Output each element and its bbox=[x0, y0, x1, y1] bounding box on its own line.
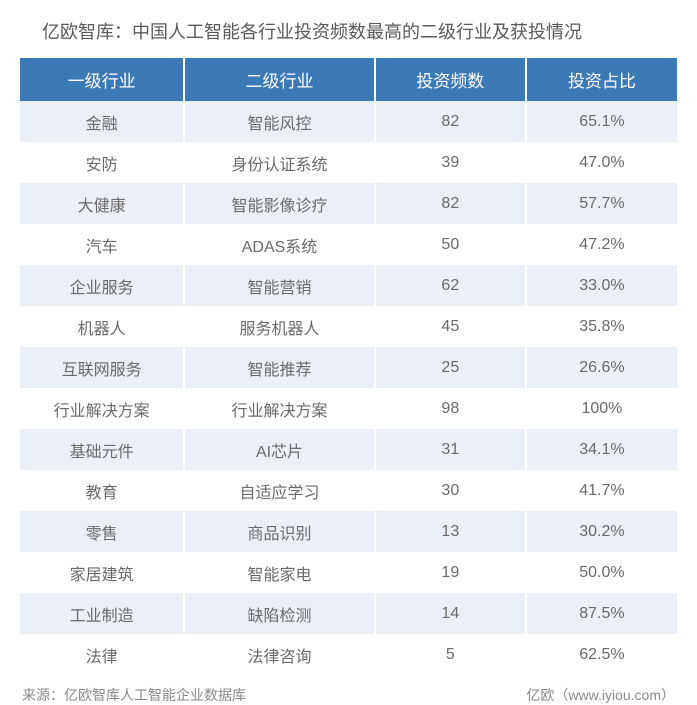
table-cell: 身份认证系统 bbox=[184, 142, 375, 183]
table-header-row: 一级行业 二级行业 投资频数 投资占比 bbox=[20, 58, 677, 101]
table-cell: 自适应学习 bbox=[184, 470, 375, 511]
table-row: 行业解决方案行业解决方案98100% bbox=[20, 388, 677, 429]
invest-table: 一级行业 二级行业 投资频数 投资占比 金融智能风控8265.1%安防身份认证系… bbox=[20, 58, 677, 675]
table-cell: 57.7% bbox=[526, 183, 677, 224]
table-cell: 金融 bbox=[20, 101, 184, 142]
table-cell: 安防 bbox=[20, 142, 184, 183]
table-row: 教育自适应学习3041.7% bbox=[20, 470, 677, 511]
table-cell: 服务机器人 bbox=[184, 306, 375, 347]
table-cell: 47.2% bbox=[526, 224, 677, 265]
table-cell: 65.1% bbox=[526, 101, 677, 142]
source-text: 来源：亿欧智库人工智能企业数据库 bbox=[22, 685, 246, 705]
table-cell: 33.0% bbox=[526, 265, 677, 306]
table-cell: 82 bbox=[375, 101, 526, 142]
table-row: 互联网服务智能推荐2526.6% bbox=[20, 347, 677, 388]
table-cell: 30.2% bbox=[526, 511, 677, 552]
footer: 来源：亿欧智库人工智能企业数据库 亿欧（www.iyiou.com） bbox=[20, 685, 677, 705]
table-cell: 机器人 bbox=[20, 306, 184, 347]
table-cell: 13 bbox=[375, 511, 526, 552]
table-cell: 行业解决方案 bbox=[20, 388, 184, 429]
table-row: 安防身份认证系统3947.0% bbox=[20, 142, 677, 183]
table-cell: 家居建筑 bbox=[20, 552, 184, 593]
table-cell: 行业解决方案 bbox=[184, 388, 375, 429]
table-cell: 98 bbox=[375, 388, 526, 429]
page-title: 亿欧智库：中国人工智能各行业投资频数最高的二级行业及获投情况 bbox=[20, 18, 677, 44]
table-cell: 缺陷检测 bbox=[184, 593, 375, 634]
col-header-share: 投资占比 bbox=[526, 58, 677, 101]
table-row: 企业服务智能营销6233.0% bbox=[20, 265, 677, 306]
table-cell: 智能营销 bbox=[184, 265, 375, 306]
table-cell: 互联网服务 bbox=[20, 347, 184, 388]
table-cell: AI芯片 bbox=[184, 429, 375, 470]
table-cell: 5 bbox=[375, 634, 526, 675]
table-cell: 智能推荐 bbox=[184, 347, 375, 388]
table-cell: 62.5% bbox=[526, 634, 677, 675]
table-cell: 87.5% bbox=[526, 593, 677, 634]
table-cell: 智能风控 bbox=[184, 101, 375, 142]
table-cell: 41.7% bbox=[526, 470, 677, 511]
table-cell: 31 bbox=[375, 429, 526, 470]
table-cell: 50.0% bbox=[526, 552, 677, 593]
table-cell: 35.8% bbox=[526, 306, 677, 347]
table-row: 金融智能风控8265.1% bbox=[20, 101, 677, 142]
table-cell: 45 bbox=[375, 306, 526, 347]
table-cell: 大健康 bbox=[20, 183, 184, 224]
table-row: 机器人服务机器人4535.8% bbox=[20, 306, 677, 347]
table-cell: 基础元件 bbox=[20, 429, 184, 470]
table-cell: ADAS系统 bbox=[184, 224, 375, 265]
table-cell: 39 bbox=[375, 142, 526, 183]
table-row: 零售商品识别1330.2% bbox=[20, 511, 677, 552]
table-cell: 企业服务 bbox=[20, 265, 184, 306]
table-cell: 工业制造 bbox=[20, 593, 184, 634]
table-row: 法律法律咨询562.5% bbox=[20, 634, 677, 675]
table-cell: 智能家电 bbox=[184, 552, 375, 593]
table-cell: 26.6% bbox=[526, 347, 677, 388]
table-cell: 100% bbox=[526, 388, 677, 429]
col-header-frequency: 投资频数 bbox=[375, 58, 526, 101]
brand-text: 亿欧（www.iyiou.com） bbox=[526, 685, 675, 705]
table-row: 大健康智能影像诊疗8257.7% bbox=[20, 183, 677, 224]
table-cell: 62 bbox=[375, 265, 526, 306]
table-cell: 智能影像诊疗 bbox=[184, 183, 375, 224]
table-cell: 50 bbox=[375, 224, 526, 265]
table-cell: 法律咨询 bbox=[184, 634, 375, 675]
table-cell: 82 bbox=[375, 183, 526, 224]
table-cell: 25 bbox=[375, 347, 526, 388]
table-row: 汽车ADAS系统5047.2% bbox=[20, 224, 677, 265]
table-row: 家居建筑智能家电1950.0% bbox=[20, 552, 677, 593]
col-header-secondary: 二级行业 bbox=[184, 58, 375, 101]
table-cell: 14 bbox=[375, 593, 526, 634]
table-cell: 零售 bbox=[20, 511, 184, 552]
table-cell: 法律 bbox=[20, 634, 184, 675]
table-cell: 汽车 bbox=[20, 224, 184, 265]
table-row: 工业制造缺陷检测1487.5% bbox=[20, 593, 677, 634]
table-cell: 19 bbox=[375, 552, 526, 593]
col-header-primary: 一级行业 bbox=[20, 58, 184, 101]
table-cell: 教育 bbox=[20, 470, 184, 511]
table-row: 基础元件AI芯片3134.1% bbox=[20, 429, 677, 470]
table-cell: 商品识别 bbox=[184, 511, 375, 552]
table-cell: 34.1% bbox=[526, 429, 677, 470]
table-cell: 47.0% bbox=[526, 142, 677, 183]
table-cell: 30 bbox=[375, 470, 526, 511]
